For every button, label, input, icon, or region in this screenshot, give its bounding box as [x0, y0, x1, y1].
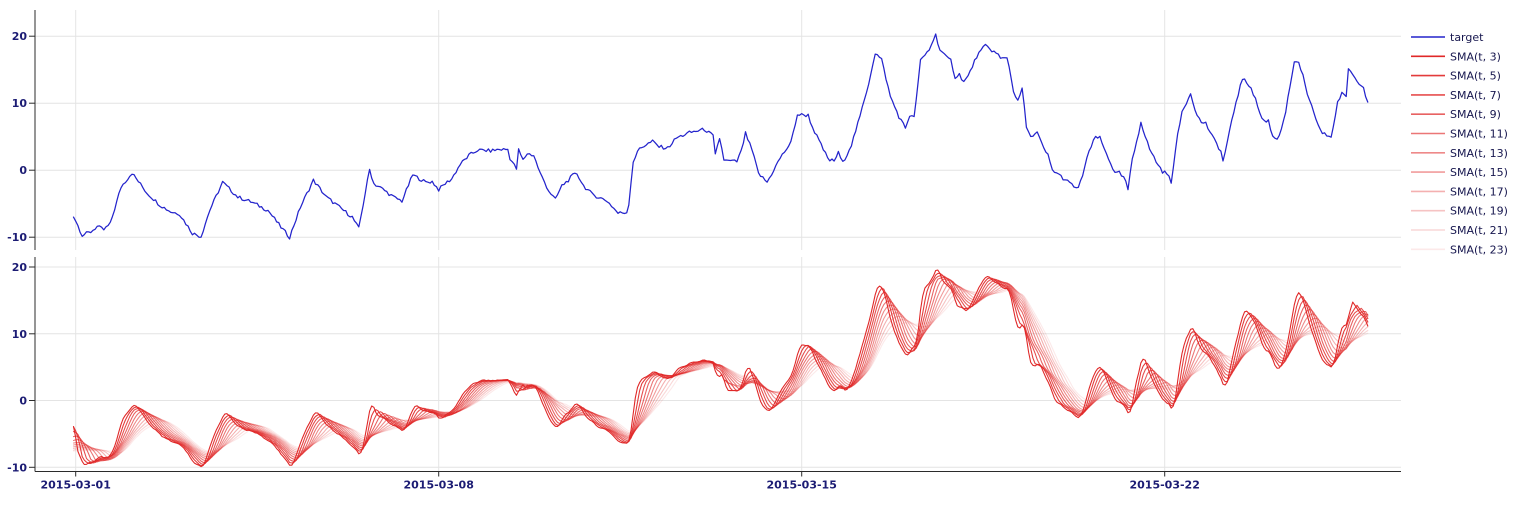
y-tick-label: 20 [12, 261, 28, 274]
legend-item[interactable]: target [1411, 31, 1484, 44]
axes [29, 10, 1401, 477]
legend-label: SMA(t, 17) [1450, 185, 1508, 198]
y-tick-label: -10 [7, 461, 27, 474]
legend-item[interactable]: SMA(t, 19) [1411, 205, 1508, 218]
sma-line-15 [72, 281, 1369, 461]
x-tick-label: 2015-03-15 [767, 479, 837, 492]
sma-line-17 [72, 283, 1369, 460]
legend-label: SMA(t, 23) [1450, 243, 1508, 256]
x-tick-label: 2015-03-08 [404, 479, 474, 492]
tick-labels: 20 10 0 -10 20 10 0 -10 2015-03-01 2015-03-08 2015… [7, 30, 1200, 491]
target-panel-grid [35, 10, 1401, 250]
legend-item[interactable]: SMA(t, 9) [1411, 108, 1501, 121]
legend-label: SMA(t, 9) [1450, 108, 1501, 121]
legend-label: target [1450, 31, 1484, 44]
sma-line-5 [72, 272, 1369, 467]
target-panel [72, 33, 1369, 240]
legend-label: SMA(t, 21) [1450, 224, 1508, 237]
legend: target SMA(t, 3) SMA(t, 5) SMA(t, 7) SMA(t, … [1411, 31, 1508, 256]
y-tick-label: 20 [12, 30, 28, 43]
legend-item[interactable]: SMA(t, 15) [1411, 166, 1508, 179]
sma-line-3 [72, 269, 1369, 468]
y-tick-label: 10 [12, 328, 28, 341]
y-tick-label: 0 [19, 164, 27, 177]
sma-panel [72, 269, 1369, 468]
legend-label: SMA(t, 13) [1450, 147, 1508, 160]
sma-line-13 [72, 279, 1369, 462]
sma-line-23 [72, 289, 1369, 454]
legend-item[interactable]: SMA(t, 5) [1411, 70, 1501, 83]
legend-label: SMA(t, 5) [1450, 70, 1501, 83]
sma-line-9 [72, 276, 1369, 463]
sma-line-7 [72, 275, 1369, 465]
target-line [72, 33, 1369, 240]
y-tick-label: 10 [12, 97, 28, 110]
y-tick-label: 0 [19, 395, 27, 408]
y-tick-label: -10 [7, 231, 27, 244]
sma-panel-grid [35, 257, 1401, 472]
legend-label: SMA(t, 7) [1450, 89, 1501, 102]
legend-label: SMA(t, 19) [1450, 205, 1508, 218]
legend-label: SMA(t, 15) [1450, 166, 1508, 179]
legend-item[interactable]: SMA(t, 7) [1411, 89, 1501, 102]
legend-label: SMA(t, 3) [1450, 50, 1501, 63]
legend-item[interactable]: SMA(t, 23) [1411, 243, 1508, 256]
legend-item[interactable]: SMA(t, 11) [1411, 128, 1508, 141]
legend-item[interactable]: SMA(t, 21) [1411, 224, 1508, 237]
x-tick-label: 2015-03-01 [41, 479, 111, 492]
legend-item[interactable]: SMA(t, 17) [1411, 185, 1508, 198]
legend-label: SMA(t, 11) [1450, 128, 1508, 141]
x-tick-label: 2015-03-22 [1130, 479, 1200, 492]
legend-item[interactable]: SMA(t, 3) [1411, 50, 1501, 63]
legend-item[interactable]: SMA(t, 13) [1411, 147, 1508, 160]
